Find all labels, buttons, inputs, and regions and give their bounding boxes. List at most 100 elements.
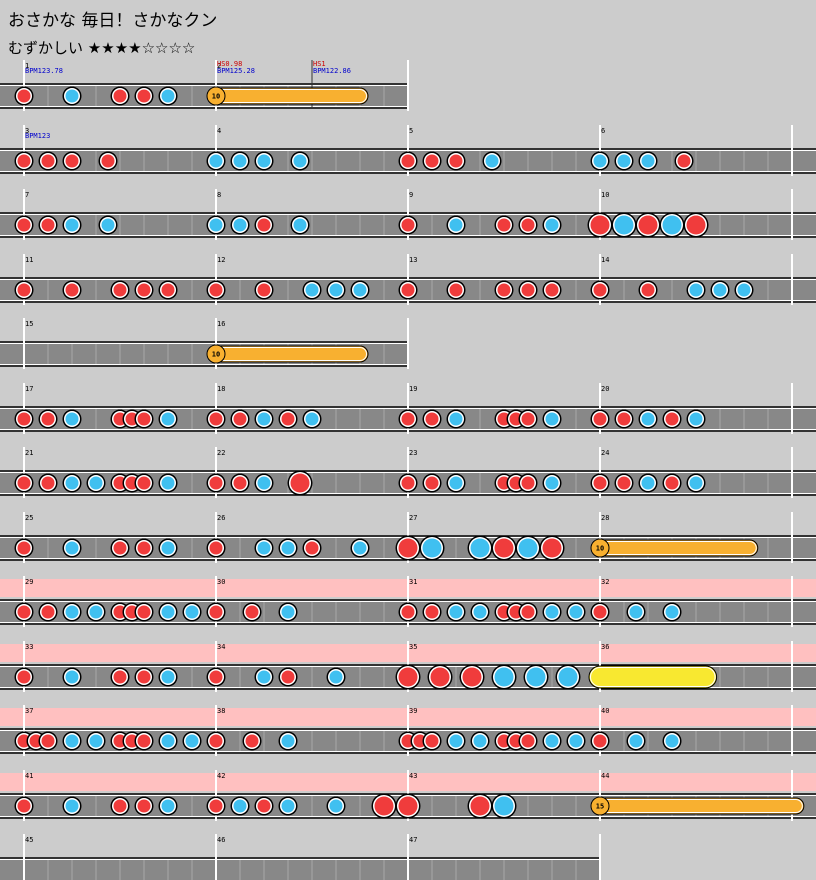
measure-number: 20 [601,385,609,393]
note-face [494,796,514,816]
note-face [470,538,490,558]
don-note [422,409,442,429]
note-face [449,476,463,490]
measure-number: 4 [217,127,221,135]
note-face [209,218,223,232]
ka-note [158,667,178,687]
don-note [278,409,298,429]
difficulty-stars: ★★★★☆☆☆☆ [87,39,196,57]
song-title: おさかな 毎日！さかなクン [8,11,218,31]
don-note [38,602,58,622]
don-note [206,602,226,622]
note-face [569,605,583,619]
ka-note [302,409,322,429]
drumroll-bar [207,345,369,363]
ka-note [290,215,310,235]
don-note [398,409,418,429]
note-face [257,283,271,297]
don-note [518,731,538,751]
don-note [422,473,442,493]
ka-note [470,602,490,622]
note-face [65,476,79,490]
measure-number: 31 [409,578,417,586]
ka-note [158,473,178,493]
note-face [89,605,103,619]
don-note [518,602,538,622]
don-note [614,409,634,429]
note-face [137,412,151,426]
ka-note [206,215,226,235]
ka-note [446,409,466,429]
note-face [485,154,499,168]
note-face [422,538,442,558]
ka-note [542,409,562,429]
roll-head [590,538,610,558]
ka-note [626,602,646,622]
ka-note [686,409,706,429]
note-face [401,283,415,297]
measure-number: 7 [25,191,29,199]
note-face [401,412,415,426]
ka-note [62,473,82,493]
don-note [230,409,250,429]
note-face [494,667,514,687]
ka-note [566,602,586,622]
big-ka-note [467,535,493,561]
note-face [17,218,31,232]
hs-change-label: HS1 [313,60,326,68]
don-note [206,731,226,751]
note-face [401,605,415,619]
note-face [245,734,259,748]
measure-number: 21 [25,449,33,457]
note-face [113,799,127,813]
note-face [542,538,562,558]
don-note [614,473,634,493]
ka-note [350,538,370,558]
ka-note [278,602,298,622]
ka-note [542,215,562,235]
chart-row: 29 30 31 32 [0,576,816,627]
note-face [473,605,487,619]
note-face [65,154,79,168]
ka-note [638,151,658,171]
ka-note [446,473,466,493]
ka-note [638,409,658,429]
don-note [14,667,34,687]
ka-note [86,731,106,751]
note-face [545,476,559,490]
note-face [398,667,418,687]
note-face [593,412,607,426]
note-face [665,605,679,619]
ka-note [662,602,682,622]
note-face [161,799,175,813]
measure-number: 41 [25,772,33,780]
ka-note [62,538,82,558]
don-note [422,731,442,751]
note-face [677,154,691,168]
note-face [41,154,55,168]
note-face [17,799,31,813]
note-face [462,667,482,687]
note-face [629,605,643,619]
note-face [257,799,271,813]
note-face [233,799,247,813]
ka-note [734,280,754,300]
note-face [113,89,127,103]
don-note [206,667,226,687]
ka-note [482,151,502,171]
note-face [113,670,127,684]
don-note [14,538,34,558]
note-face [641,154,655,168]
don-note [254,796,274,816]
note-face [593,605,607,619]
ka-note [686,473,706,493]
don-note [638,280,658,300]
big-don-note [635,212,661,238]
drumroll-bar [591,539,759,557]
note-face [233,218,247,232]
big-ka-note [419,535,445,561]
measure-number: 32 [601,578,609,586]
note-face [521,734,535,748]
ka-note [158,731,178,751]
note-face [398,796,418,816]
